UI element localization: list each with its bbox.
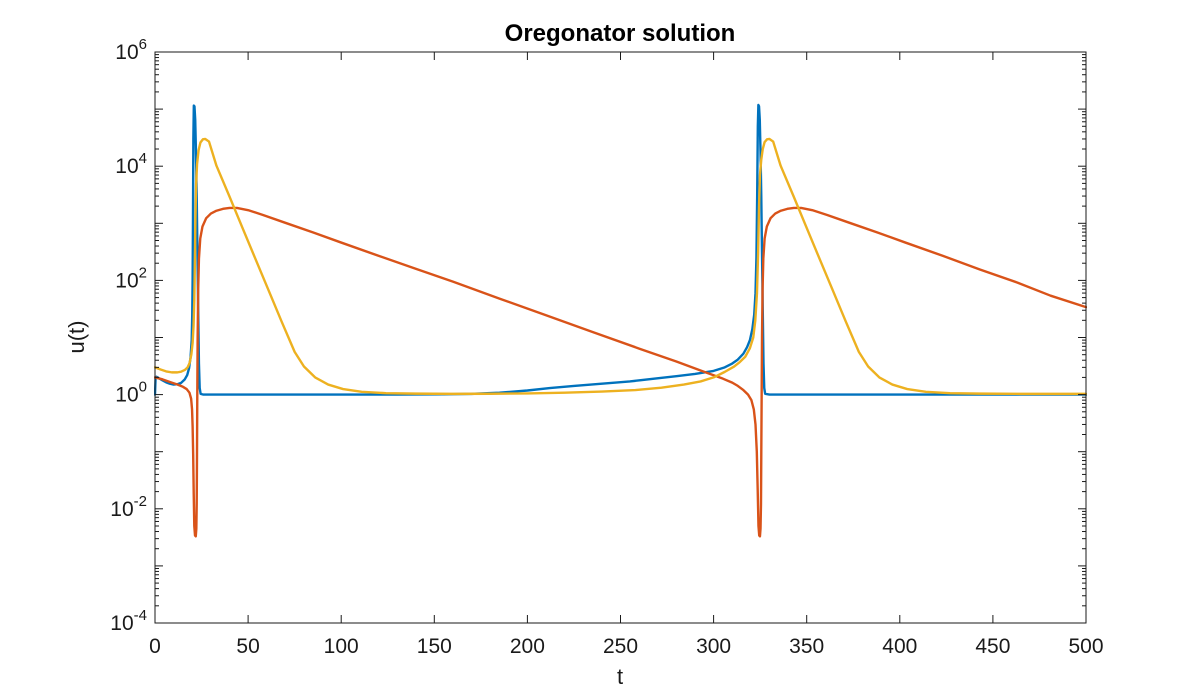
series-group [154,103,1087,538]
axes-group: 0 50 100 150 200 250 300 350 400 450 500 10-4 10-2 10… [110,36,1103,658]
y-tick-label: 10-4 [110,607,147,635]
chart-title: Oregonator solution [505,20,736,47]
x-tick-label: 400 [882,635,917,658]
x-axis-label: t [617,664,623,689]
y-tick-label: 102 [115,264,147,292]
x-tick-label: 200 [510,635,545,658]
y-tick-label: 100 [115,379,147,407]
series-line-u2 [154,206,1087,538]
series-line-u3 [154,137,1087,396]
y-tick-label: 10-2 [110,493,147,521]
x-tick-label: 0 [149,635,161,658]
x-tick-label: 150 [417,635,452,658]
x-tick-label: 100 [324,635,359,658]
x-tick-label: 350 [789,635,824,658]
x-tick-label: 450 [975,635,1010,658]
x-tick-label: 250 [603,635,638,658]
x-tick-label: 50 [236,635,259,658]
x-tick-label: 500 [1068,635,1103,658]
plot-box [154,51,1087,624]
x-tick-label: 300 [696,635,731,658]
y-axis-label: u(t) [64,321,89,354]
y-tick-label: 104 [115,150,147,178]
y-tick-label: 106 [115,36,147,64]
